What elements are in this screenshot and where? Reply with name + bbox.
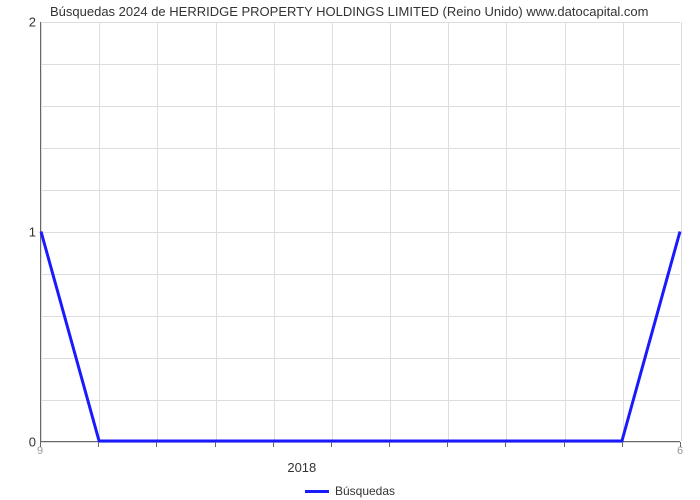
x-tick-mark <box>505 442 506 447</box>
y-tick-label: 1 <box>29 225 36 240</box>
x-tick-mark <box>564 442 565 447</box>
chart-title: Búsquedas 2024 de HERRIDGE PROPERTY HOLD… <box>50 4 648 19</box>
x-tick-mark <box>156 442 157 447</box>
x-tick-mark <box>389 442 390 447</box>
legend-swatch <box>305 490 329 493</box>
x-tick-mark <box>331 442 332 447</box>
series-line-busquedas <box>41 232 680 442</box>
x-tick-mark <box>680 442 681 447</box>
x-tick-mark <box>40 442 41 447</box>
x-tick-mark <box>215 442 216 447</box>
line-chart-svg <box>41 22 680 441</box>
x-tick-mark <box>447 442 448 447</box>
x-tick-mark <box>98 442 99 447</box>
y-tick-label: 2 <box>29 15 36 30</box>
x-tick-mark <box>273 442 274 447</box>
x-axis-center-label: 2018 <box>287 460 316 475</box>
legend-label: Búsquedas <box>335 484 395 498</box>
legend: Búsquedas <box>305 484 395 498</box>
y-tick-label: 0 <box>29 435 36 450</box>
x-tick-mark <box>622 442 623 447</box>
plot-area <box>40 22 680 442</box>
